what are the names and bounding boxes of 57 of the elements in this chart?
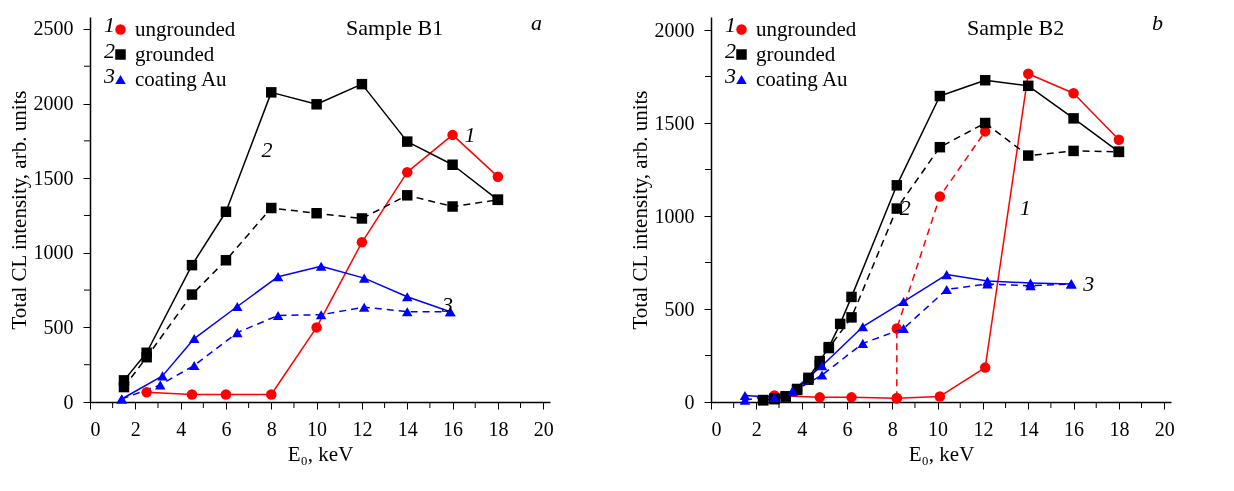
- annotation: 2: [261, 136, 273, 162]
- x-tick-label: 16: [1064, 417, 1085, 440]
- x-tick-label: 18: [1109, 417, 1130, 440]
- x-tick-label: 20: [1154, 417, 1175, 440]
- annotation: b: [1152, 10, 1163, 35]
- y-tick-label: 1000: [33, 241, 74, 264]
- x-tick-label: 20: [533, 417, 554, 440]
- x-tick-label: 2: [751, 417, 762, 440]
- legend-label: ungrounded: [135, 16, 236, 41]
- y-tick-label: 2000: [33, 92, 74, 115]
- x-tick-label: 8: [887, 417, 898, 440]
- x-tick-label: 12: [973, 417, 994, 440]
- y-tick-label: 500: [43, 315, 74, 338]
- x-tick-label: 0: [711, 417, 722, 440]
- x-tick-label: 4: [176, 417, 187, 440]
- legend-label: grounded: [756, 41, 836, 66]
- annotation: 3: [103, 63, 115, 88]
- legend-label: grounded: [135, 41, 215, 66]
- x-tick-label: 2: [130, 417, 141, 440]
- y-axis-title: Total CL intensity, arb. units: [627, 90, 652, 330]
- x-tick-label: 18: [488, 417, 509, 440]
- annotation: 3: [724, 63, 736, 88]
- chart-title: Sample B2: [967, 15, 1065, 40]
- y-tick-label: 2000: [654, 18, 695, 41]
- x-tick-label: 14: [1018, 417, 1039, 440]
- annotation: 1: [1019, 194, 1031, 220]
- x-tick-label: 6: [221, 417, 232, 440]
- x-tick-label: 10: [928, 417, 949, 440]
- y-axis-title: Total CL intensity, arb. units: [6, 90, 31, 330]
- legend-label: coating Au: [135, 66, 228, 91]
- x-tick-label: 16: [443, 417, 464, 440]
- x-axis-title: E₀, keV: [287, 441, 354, 466]
- y-tick-label: 0: [684, 390, 695, 413]
- x-tick-label: 8: [266, 417, 277, 440]
- x-tick-label: 12: [352, 417, 373, 440]
- annotation: 1: [725, 12, 736, 37]
- x-tick-label: 6: [842, 417, 853, 440]
- x-tick-label: 0: [90, 417, 101, 440]
- annotation: 2: [104, 37, 115, 63]
- y-tick-label: 1500: [33, 166, 74, 189]
- x-tick-label: 10: [307, 417, 328, 440]
- chart-title: Sample B1: [346, 15, 444, 40]
- y-tick-label: 0: [63, 390, 74, 413]
- annotation: 1: [104, 12, 115, 37]
- annotation: a: [531, 10, 542, 35]
- annotation: 1: [464, 121, 476, 147]
- y-tick-label: 500: [664, 297, 695, 320]
- annotation: 3: [1082, 270, 1095, 296]
- x-tick-label: 4: [797, 417, 808, 440]
- legend-label: coating Au: [756, 66, 849, 91]
- x-axis-title: E₀, keV: [908, 441, 975, 466]
- legend-label: ungrounded: [756, 16, 857, 41]
- y-tick-label: 2500: [33, 17, 74, 40]
- y-tick-label: 1000: [654, 204, 695, 227]
- annotation: 2: [725, 37, 736, 63]
- y-tick-label: 1500: [654, 111, 695, 134]
- x-tick-label: 14: [397, 417, 418, 440]
